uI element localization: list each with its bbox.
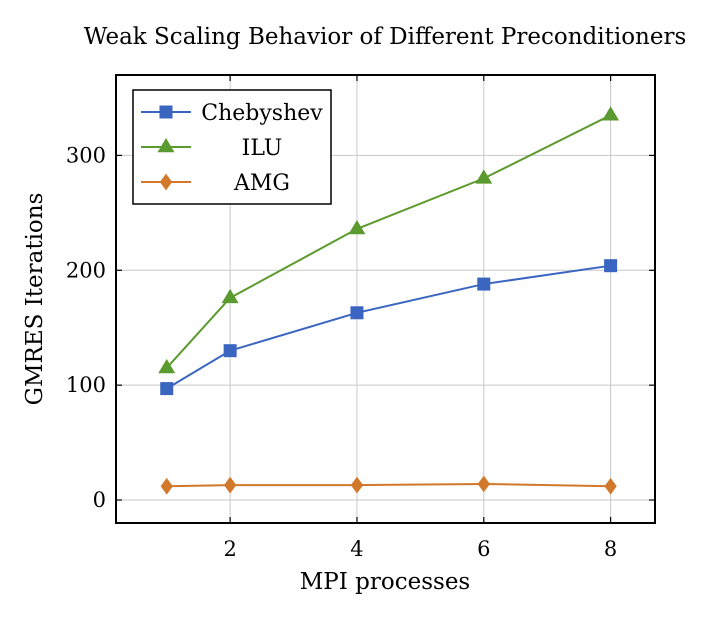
ilu-data-point [348, 219, 366, 235]
x-axis-label: MPI processes [300, 569, 471, 595]
y-tick-label: 200 [66, 258, 106, 282]
chebyshev-data-point [350, 306, 364, 320]
chebyshev-data-point [223, 344, 237, 358]
chebyshev-series-line [166, 264, 611, 390]
legend-marker-amg [159, 173, 173, 191]
legend-marker-ilu [157, 138, 175, 153]
legend-marker-chebyshev [159, 105, 173, 119]
ilu-data-point [475, 169, 493, 184]
y-axis-label: GMRES Iterations [22, 193, 48, 406]
grid-lines [116, 75, 655, 523]
amg-data-point [477, 475, 490, 493]
y-tick-label: 100 [66, 373, 106, 397]
amg-data-point [224, 476, 237, 494]
amg-data-point [350, 476, 364, 494]
ilu-data-point [158, 358, 176, 374]
x-tick-label: 8 [604, 537, 617, 561]
y-tick-label: 0 [93, 488, 106, 512]
x-tick-label: 4 [350, 537, 363, 561]
data-series [158, 106, 620, 495]
ilu-data-point [602, 106, 620, 121]
chart-title: Weak Scaling Behavior of Different Preco… [84, 24, 687, 50]
amg-data-point [160, 477, 173, 495]
chebyshev-data-point [477, 277, 491, 291]
x-tick-label: 2 [223, 537, 236, 561]
legend-label-amg: AMG [233, 171, 290, 196]
x-tick-label: 6 [477, 537, 490, 561]
chebyshev-data-point [604, 259, 618, 273]
chebyshev-data-point [160, 382, 174, 396]
plot-frame [115, 74, 656, 524]
ilu-data-point [221, 288, 239, 304]
legend: Chebyshev ILU AMG [132, 89, 332, 205]
legend-label-chebyshev: Chebyshev [201, 101, 323, 126]
y-tick-label: 300 [66, 143, 106, 167]
legend-label-ilu: ILU [242, 136, 283, 161]
amg-data-point [604, 477, 617, 495]
